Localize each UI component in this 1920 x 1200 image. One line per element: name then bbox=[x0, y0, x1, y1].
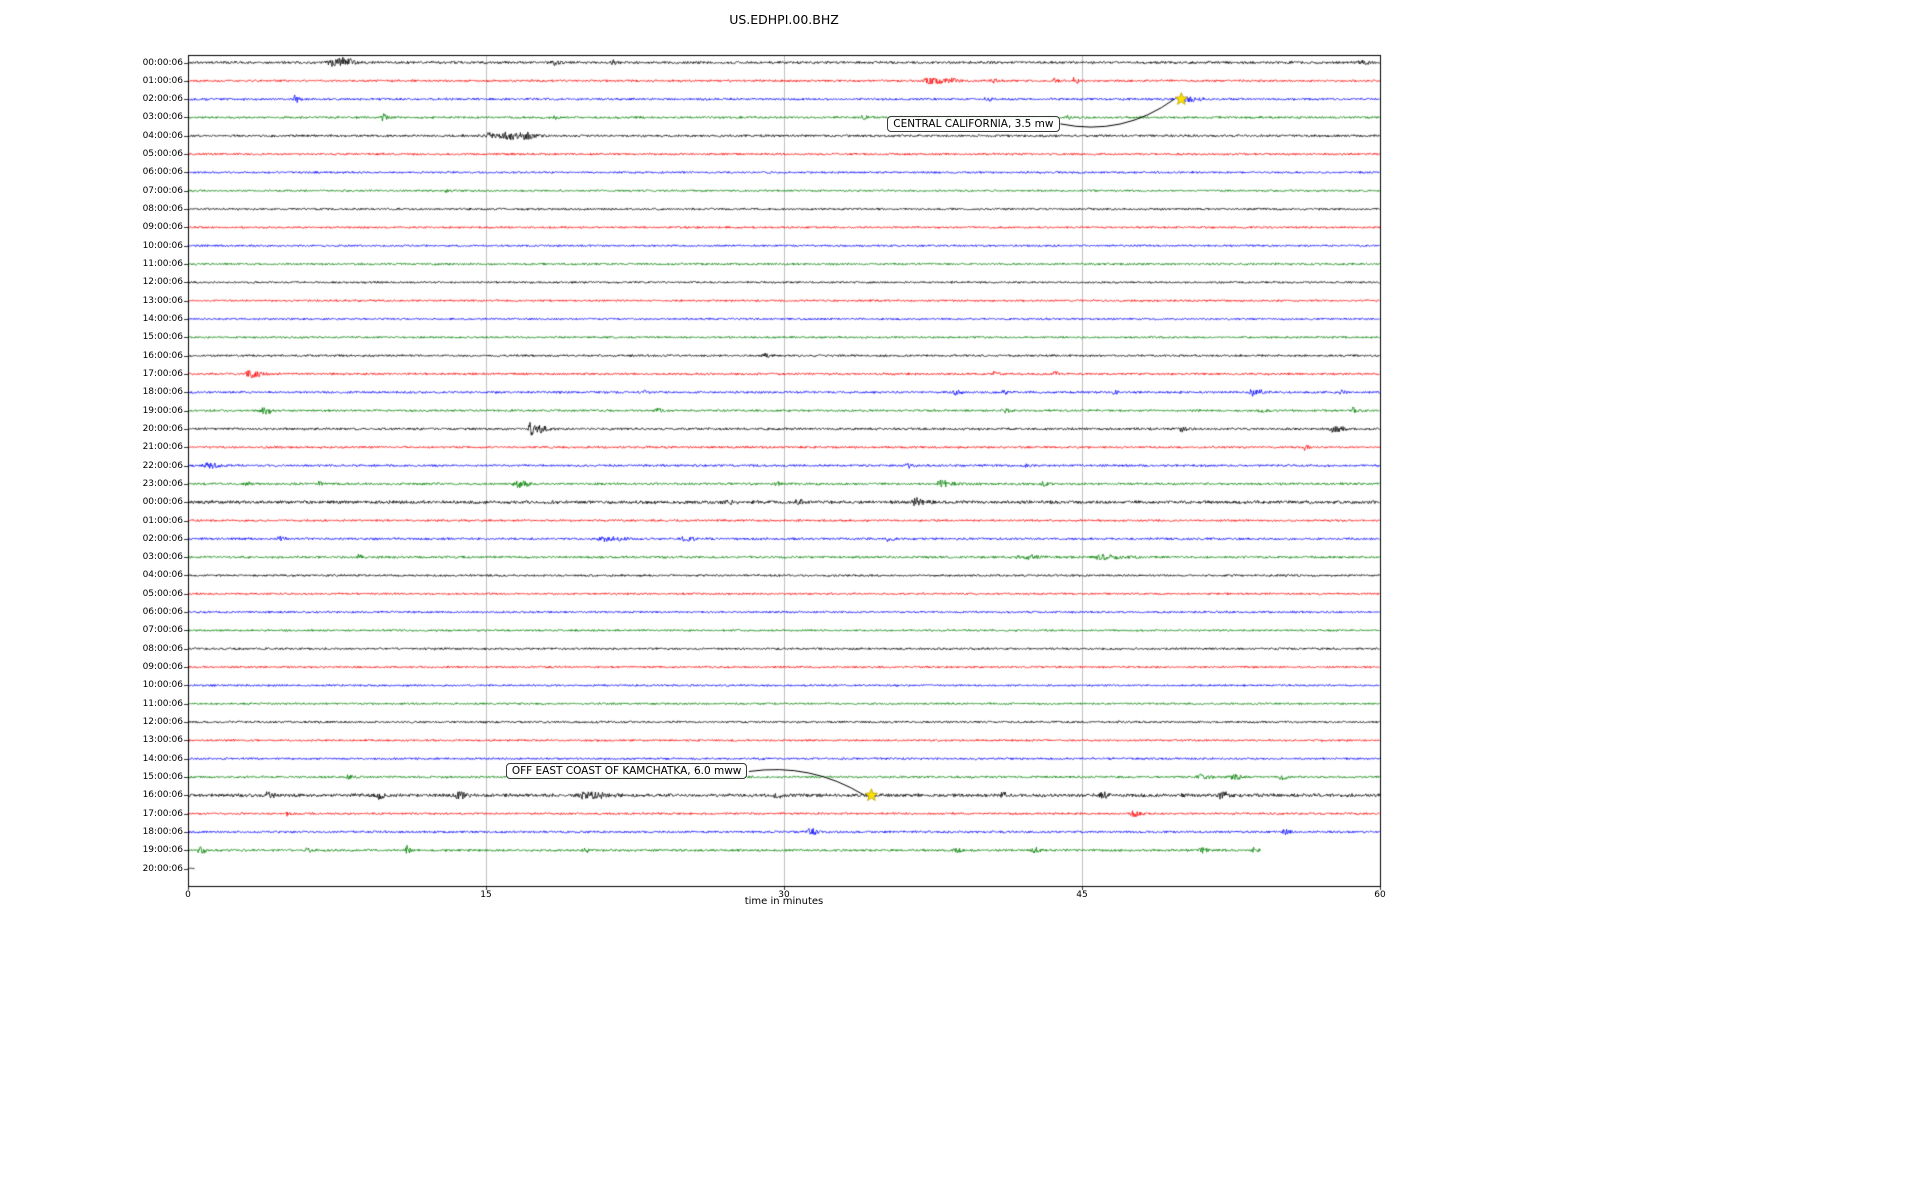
y-tick-label: 03:00:06 bbox=[142, 112, 183, 123]
y-tick-label: 11:00:06 bbox=[142, 698, 183, 709]
y-tick-label: 23:00:06 bbox=[142, 478, 183, 489]
y-tick-label: 02:00:06 bbox=[142, 94, 183, 105]
y-tick-label: 11:00:06 bbox=[142, 259, 183, 270]
y-tick-label: 13:00:06 bbox=[142, 295, 183, 306]
y-tick-label: 17:00:06 bbox=[142, 368, 183, 379]
y-tick-label: 01:00:06 bbox=[142, 75, 183, 86]
y-tick-label: 04:00:06 bbox=[142, 570, 183, 581]
y-tick-label: 20:00:06 bbox=[142, 863, 183, 874]
y-tick-label: 04:00:06 bbox=[142, 130, 183, 141]
y-tick-label: 14:00:06 bbox=[142, 753, 183, 764]
y-tick-label: 08:00:06 bbox=[142, 204, 183, 215]
y-tick-label: 03:00:06 bbox=[142, 552, 183, 563]
x-axis-title: time in minutes bbox=[744, 896, 824, 907]
y-tick-label: 07:00:06 bbox=[142, 625, 183, 636]
y-tick-label: 15:00:06 bbox=[142, 332, 183, 343]
y-tick-label: 15:00:06 bbox=[142, 771, 183, 782]
x-tick-label: 30 bbox=[778, 890, 790, 900]
y-tick-label: 05:00:06 bbox=[142, 588, 183, 599]
y-tick-label: 18:00:06 bbox=[142, 826, 183, 837]
y-tick-label: 10:00:06 bbox=[142, 680, 183, 691]
y-tick-label: 21:00:06 bbox=[142, 442, 183, 453]
y-tick-label: 10:00:06 bbox=[142, 240, 183, 251]
y-tick-label: 22:00:06 bbox=[142, 460, 183, 471]
y-tick-label: 14:00:06 bbox=[142, 313, 183, 324]
y-tick-label: 09:00:06 bbox=[142, 222, 183, 233]
event-annotation-central-california: CENTRAL CALIFORNIA, 3.5 mw bbox=[887, 115, 1060, 132]
y-tick-label: 12:00:06 bbox=[142, 717, 183, 728]
y-tick-label: 01:00:06 bbox=[142, 515, 183, 526]
y-tick-label: 05:00:06 bbox=[142, 149, 183, 160]
y-tick-label: 17:00:06 bbox=[142, 808, 183, 819]
y-tick-label: 06:00:06 bbox=[142, 607, 183, 618]
x-tick-label: 45 bbox=[1076, 890, 1088, 900]
y-tick-label: 12:00:06 bbox=[142, 277, 183, 288]
y-tick-label: 20:00:06 bbox=[142, 423, 183, 434]
y-tick-label: 02:00:06 bbox=[142, 533, 183, 544]
x-tick-label: 60 bbox=[1374, 890, 1386, 900]
y-tick-label: 16:00:06 bbox=[142, 790, 183, 801]
y-tick-label: 00:00:06 bbox=[142, 497, 183, 508]
y-tick-label: 19:00:06 bbox=[142, 405, 183, 416]
x-tick-label: 15 bbox=[480, 890, 492, 900]
y-tick-label: 06:00:06 bbox=[142, 167, 183, 178]
x-tick-label: 0 bbox=[185, 890, 191, 900]
chart-title: US.EDHPI.00.BHZ bbox=[729, 12, 839, 27]
y-tick-label: 16:00:06 bbox=[142, 350, 183, 361]
y-tick-label: 18:00:06 bbox=[142, 387, 183, 398]
y-tick-label: 08:00:06 bbox=[142, 643, 183, 654]
y-tick-label: 19:00:06 bbox=[142, 845, 183, 856]
y-tick-label: 00:00:06 bbox=[142, 57, 183, 68]
y-tick-label: 09:00:06 bbox=[142, 662, 183, 673]
y-tick-label: 07:00:06 bbox=[142, 185, 183, 196]
event-annotation-kamchatka: OFF EAST COAST OF KAMCHATKA, 6.0 mww bbox=[505, 763, 748, 780]
y-tick-label: 13:00:06 bbox=[142, 735, 183, 746]
